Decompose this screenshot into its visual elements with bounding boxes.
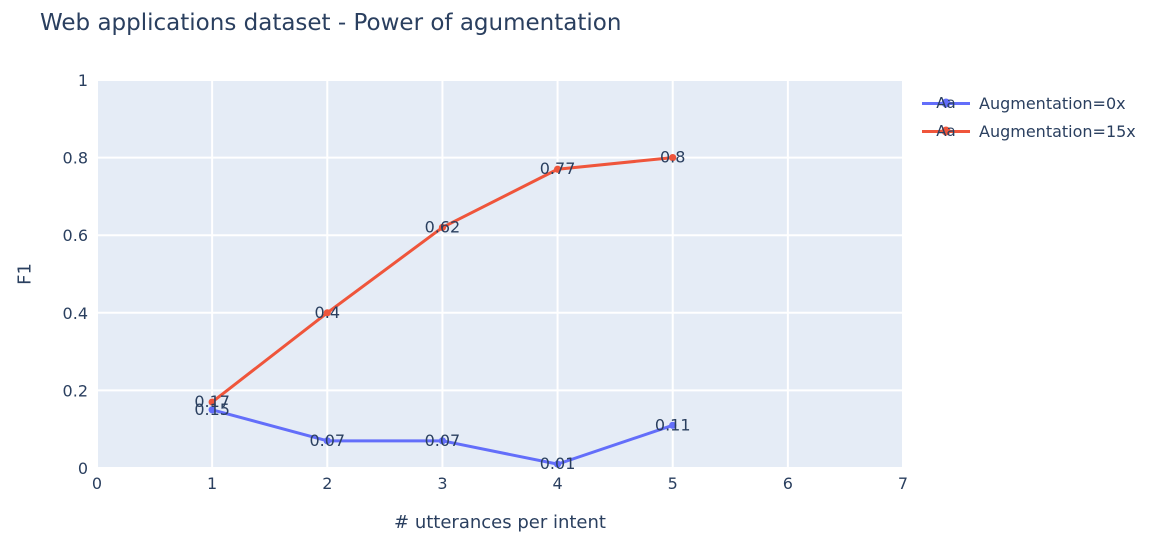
- x-tick-label: 3: [437, 474, 447, 493]
- y-tick-label: 0.8: [63, 149, 88, 168]
- chart-title: Web applications dataset - Power of agum…: [40, 10, 622, 36]
- data-point: [553, 165, 562, 173]
- point-label: 0.11: [655, 415, 691, 434]
- x-tick-label: 6: [783, 474, 793, 493]
- y-tick-label: 1: [78, 71, 88, 90]
- legend-text-marker: Aa: [936, 94, 956, 112]
- point-label: 0.8: [660, 148, 685, 167]
- y-tick-label: 0: [78, 459, 88, 478]
- legend-item[interactable]: Aa Augmentation=0x: [922, 89, 1136, 117]
- x-tick-label: 1: [207, 474, 217, 493]
- legend-marker-icon: [941, 126, 951, 136]
- point-label: 0.17: [194, 392, 230, 411]
- x-tick-label: 7: [898, 474, 908, 493]
- y-tick-label: 0.4: [63, 304, 88, 323]
- data-point: [208, 398, 216, 406]
- legend-item[interactable]: Aa Augmentation=15x: [922, 117, 1136, 145]
- legend-line-swatch: Aa: [922, 122, 970, 140]
- legend-item-label: Augmentation=15x: [979, 121, 1136, 141]
- x-tick-label: 0: [92, 474, 102, 493]
- data-point: [323, 309, 331, 317]
- data-point: [208, 406, 216, 414]
- data-point: [323, 437, 331, 445]
- y-tick-label: 0.6: [63, 226, 88, 245]
- point-label: 0.62: [425, 217, 461, 236]
- data-point: [669, 421, 677, 429]
- data-point: [553, 460, 562, 468]
- data-point: [438, 223, 447, 232]
- point-label: 0.15: [194, 400, 230, 419]
- data-point: [438, 437, 447, 445]
- point-label: 0.01: [540, 454, 576, 473]
- point-label: 0.07: [309, 431, 345, 450]
- legend: Aa Augmentation=0x Aa Augmentation=15x: [922, 89, 1136, 145]
- x-axis-title: # utterances per intent: [394, 512, 606, 533]
- legend-line-swatch: Aa: [922, 94, 970, 112]
- legend-item-label: Augmentation=0x: [979, 93, 1126, 113]
- x-tick-label: 5: [668, 474, 678, 493]
- legend-text-marker: Aa: [936, 122, 956, 140]
- plot-background: [97, 80, 903, 468]
- y-axis-title: F1: [14, 263, 36, 285]
- legend-marker-icon: [941, 98, 951, 108]
- point-label: 0.4: [315, 303, 340, 322]
- x-tick-label: 2: [322, 474, 332, 493]
- y-tick-label: 0.2: [63, 381, 88, 400]
- x-tick-label: 4: [552, 474, 562, 493]
- data-point: [669, 154, 677, 162]
- point-label: 0.77: [540, 159, 576, 178]
- point-label: 0.07: [425, 431, 461, 450]
